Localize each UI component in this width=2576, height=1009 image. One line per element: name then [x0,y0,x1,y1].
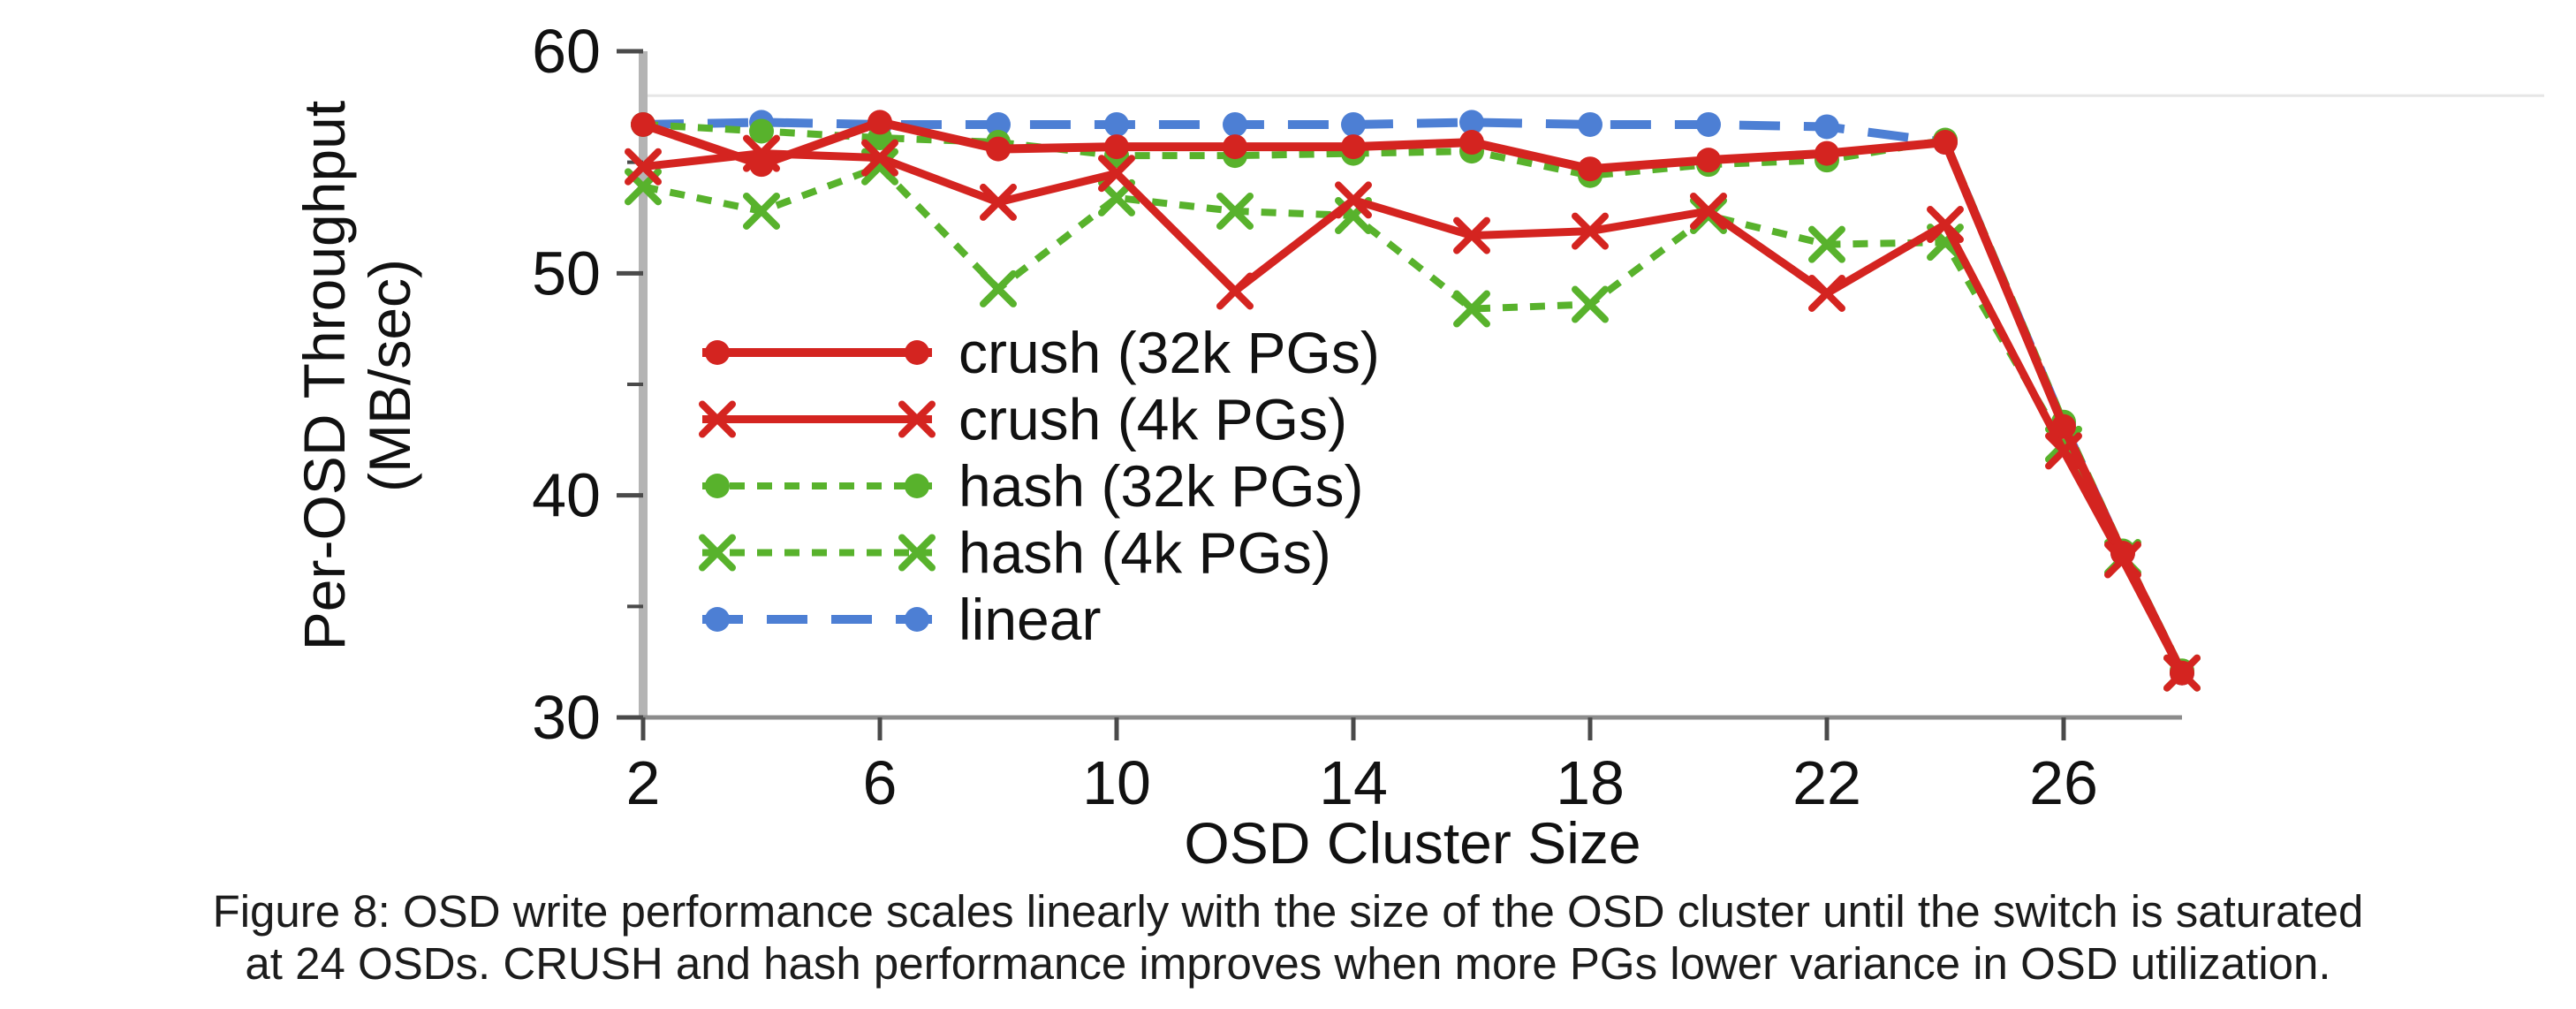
series-line [642,118,2186,675]
data-point-circle-marker [749,118,774,144]
data-point-circle-marker [905,607,929,632]
x-tick-label: 14 [1319,748,1388,817]
data-point-circle-marker [1459,130,1484,156]
y-tick-label: 30 [532,683,601,752]
series-line [641,118,2186,675]
data-point-x-marker [1453,216,1490,254]
data-point-x-marker [699,400,736,438]
data-point-circle-marker [631,111,655,137]
data-point-circle-marker [868,110,892,135]
y-axis-title: Per-OSD Throughput (MB/sec) [292,0,433,1007]
x-tick-label: 6 [863,748,898,817]
y-tick-label: 50 [532,239,601,307]
data-point-x-marker [699,534,736,572]
legend-label: crush (32k PGs) [958,320,1380,385]
x-tick-label: 22 [1792,748,1861,817]
data-point-circle-marker [1696,148,1721,173]
data-point-x-marker [625,148,662,186]
data-point-x-marker [1453,290,1490,328]
figure-caption: Figure 8: OSD write performance scales l… [0,885,2576,990]
data-point-circle-marker [2170,660,2194,686]
series-crush-4k-pgs [625,134,2201,692]
legend-item-crush-32k-pgs: crush (32k PGs) [702,320,1380,385]
legend: crush (32k PGs)crush (4k PGs)hash (32k P… [699,320,1380,652]
data-point-x-marker [1098,155,1135,193]
legend-label: linear [958,587,1101,652]
data-point-x-marker [1216,192,1254,230]
x-tick-label: 10 [1082,748,1151,817]
legend-label: hash (32k PGs) [958,453,1364,519]
data-point-circle-marker [705,340,730,365]
data-point-circle-marker [1815,140,1839,166]
x-axis-title: OSD Cluster Size [1184,810,1641,876]
data-point-circle-marker [905,340,929,365]
data-point-circle-marker [2110,541,2135,566]
data-point-circle-marker [1104,111,1129,137]
series-line [642,120,2186,672]
x-tick-label: 2 [626,748,661,817]
data-point-circle-marker [1341,111,1366,137]
legend-item-hash-4k-pgs: hash (4k PGs) [699,520,1331,586]
data-point-circle-marker [1578,111,1602,137]
data-point-x-marker [1927,206,1964,244]
data-point-x-marker [743,192,780,230]
x-tick-label: 26 [2029,748,2098,817]
data-point-x-marker [1808,225,1845,263]
series-linear [631,110,2194,686]
data-point-x-marker [1572,285,1609,323]
data-point-circle-marker [1223,134,1247,160]
data-point-circle-marker [2051,413,2076,439]
data-point-x-marker [861,139,898,177]
data-point-circle-marker [1341,134,1366,160]
data-point-x-marker [1572,212,1609,250]
legend-item-hash-32k-pgs: hash (32k PGs) [702,453,1364,519]
legend-item-crush-4k-pgs: crush (4k PGs) [699,387,1347,452]
series-crush-32k-pgs [631,110,2194,686]
data-point-circle-marker [1459,110,1484,135]
legend-item-linear: linear [702,587,1101,652]
data-point-circle-marker [1223,111,1247,137]
data-point-circle-marker [1933,130,1958,156]
x-tick-label: 18 [1556,748,1625,817]
data-point-circle-marker [986,136,1011,162]
data-point-circle-marker [1815,114,1839,140]
data-point-circle-marker [1696,111,1721,137]
data-point-x-marker [1216,272,1254,310]
data-point-circle-marker [986,111,1011,137]
figure-caption-line2: at 24 OSDs. CRUSH and hash performance i… [245,938,2331,989]
data-point-circle-marker [1578,156,1602,182]
y-axis-ticks: 30 40 50 60 [532,17,643,752]
y-tick-label: 40 [532,461,601,530]
x-axis-ticks: 2 6 10 14 18 22 26 [626,717,2098,817]
legend-label: crush (4k PGs) [958,387,1347,452]
data-point-x-marker [1690,192,1727,230]
y-axis-title-line1: Per-OSD Throughput [292,100,357,651]
data-point-x-marker [1808,274,1845,312]
data-point-x-marker [898,534,936,572]
data-point-circle-marker [1104,134,1129,160]
data-point-x-marker [898,400,936,438]
data-point-circle-marker [749,152,774,178]
data-point-x-marker [980,269,1017,307]
data-point-x-marker [1335,181,1372,219]
y-tick-label: 60 [532,17,601,86]
data-point-circle-marker [705,607,730,632]
legend-label: hash (4k PGs) [958,520,1331,586]
figure-caption-line1: Figure 8: OSD write performance scales l… [212,886,2364,937]
data-point-circle-marker [705,474,730,498]
series-hash-32k-pgs [631,111,2194,684]
data-point-circle-marker [905,474,929,498]
y-axis-title-line2: (MB/sec) [357,259,422,492]
data-point-x-marker [980,183,1017,221]
